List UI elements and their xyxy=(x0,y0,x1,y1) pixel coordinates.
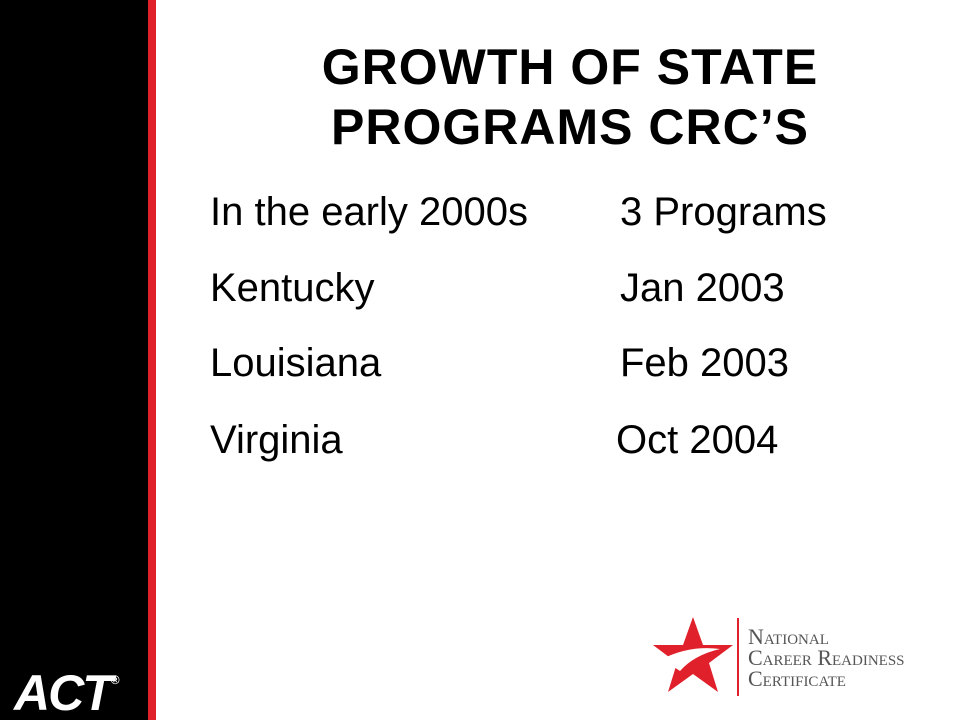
row-value: Oct 2004 xyxy=(616,418,779,462)
row-label: In the early 2000s xyxy=(210,190,528,234)
row-label: Virginia xyxy=(210,418,343,462)
row-value: Jan 2003 xyxy=(620,266,785,310)
row-value: 3 Programs xyxy=(620,190,827,234)
ncrc-text: Certificate xyxy=(748,666,846,691)
row-value: Feb 2003 xyxy=(620,341,790,385)
row-label: Louisiana xyxy=(210,341,382,385)
act-logo: ACT® xyxy=(14,668,120,718)
ncrc-text: Career Readiness xyxy=(748,645,905,670)
logo-divider xyxy=(737,618,739,696)
title: GROWTH OF STATE xyxy=(321,39,819,95)
act-text: ACT xyxy=(14,665,113,721)
red-stripe xyxy=(148,0,156,720)
row-label: Kentucky xyxy=(210,266,375,310)
ncrc-text: National xyxy=(748,624,829,649)
title: PROGRAMS CRC’S xyxy=(331,99,809,155)
ncrc-star xyxy=(653,617,733,692)
registered-mark: ® xyxy=(110,673,120,687)
sidebar xyxy=(0,0,148,720)
